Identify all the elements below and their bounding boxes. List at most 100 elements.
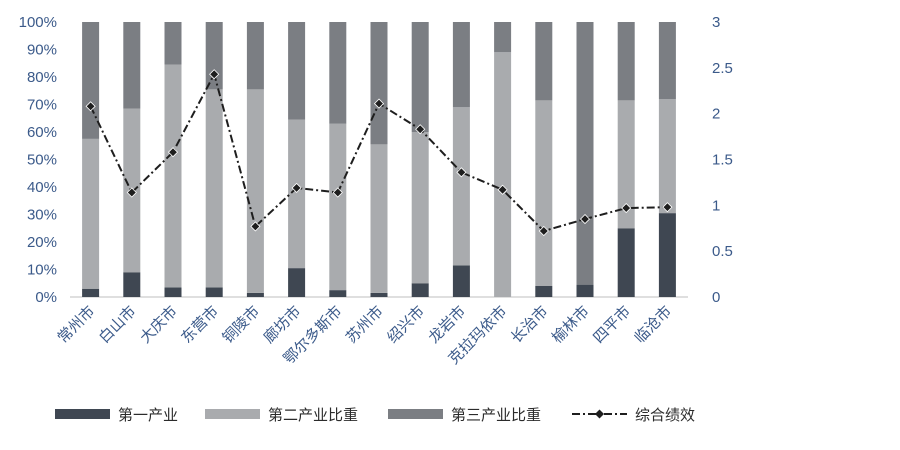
bar-segment-2 [535, 100, 553, 286]
y-left-tick-label: 20% [27, 234, 57, 251]
bar-segment-3 [370, 22, 388, 145]
x-tick-label: 四平市 [589, 302, 634, 347]
y-right-tick-label: 3 [712, 14, 720, 31]
y-left-tick-label: 90% [27, 42, 57, 59]
bar-segment-1 [82, 288, 100, 297]
bar-segment-3 [452, 22, 470, 108]
performance-point [456, 167, 467, 178]
bar-segment-1 [535, 286, 553, 297]
bar-segment-3 [288, 22, 306, 120]
performance-point [291, 182, 302, 193]
y-left-tick-label: 80% [27, 69, 57, 86]
legend-swatch [205, 409, 260, 419]
bar-segment-1 [617, 228, 635, 297]
bar-segment-2 [658, 99, 676, 214]
bar-segment-3 [535, 22, 553, 101]
x-tick-label: 长治市 [507, 302, 552, 347]
y-left-tick-label: 70% [27, 97, 57, 114]
bar-segment-3 [658, 22, 676, 99]
bar-segment-3 [82, 22, 100, 139]
bar-segment-1 [658, 213, 676, 297]
legend-swatch [55, 409, 110, 419]
bar-segment-3 [494, 22, 512, 53]
performance-point [250, 221, 261, 232]
bar-segment-3 [123, 22, 141, 109]
y-left-tick-label: 10% [27, 262, 57, 279]
bar-segment-1 [164, 287, 182, 297]
x-tick-labels: 常州市白山市大庆市东营市铜陵市廊坊市鄂尔多斯市苏州市绍兴市龙岩市克拉玛依市长治市… [54, 302, 675, 368]
bar-segment-1 [246, 292, 264, 297]
axes-layer: 0% 10% 20% 30% 40% 50% 60% 70% 80% 90% 100% 0 0.5 1 1.… [19, 14, 733, 306]
legend-label: 综合绩效 [635, 406, 695, 424]
legend-marker [595, 409, 604, 419]
legend: 第一产业 第二产业比重 第三产业比重 综合绩效 [55, 406, 695, 424]
performance-point [538, 225, 549, 237]
bar-segment-1 [329, 290, 347, 297]
bar-segment-1 [288, 268, 306, 297]
y-right-tick-label: 2 [712, 106, 720, 123]
bar-segment-2 [205, 89, 223, 288]
performance-point [373, 98, 385, 109]
x-tick-label: 东营市 [177, 302, 222, 347]
x-tick-label: 临沧市 [631, 302, 676, 347]
legend-swatch [388, 409, 443, 419]
y-right-tick-label: 1 [712, 197, 720, 214]
bar-segment-2 [452, 107, 470, 266]
y-left-tick-label: 40% [27, 179, 57, 196]
performance-point [662, 202, 673, 213]
y-right-tick-label: 2.5 [712, 60, 733, 77]
bar-segment-2 [494, 52, 512, 297]
bar-segment-2 [82, 138, 100, 289]
bar-segment-1 [452, 265, 470, 297]
x-tick-label: 常州市 [54, 302, 99, 347]
y-left-tick-label: 100% [19, 14, 57, 31]
bar-segment-2 [411, 132, 429, 284]
bar-segment-2 [370, 144, 388, 293]
legend-label: 第一产业 [118, 406, 178, 424]
y-left-tick-label: 50% [27, 152, 57, 169]
performance-point [85, 101, 96, 112]
line-layer [85, 69, 673, 237]
bar-segment-3 [246, 22, 264, 90]
bar-segment-1 [205, 287, 223, 297]
bar-segment-3 [205, 22, 223, 90]
bar-segment-2 [617, 100, 635, 229]
performance-point [621, 203, 632, 214]
bars-layer [82, 22, 676, 297]
y-right-tick-label: 0.5 [712, 243, 733, 260]
x-tick-label: 大庆市 [136, 302, 181, 347]
performance-point [579, 214, 591, 225]
bar-segment-3 [617, 22, 635, 101]
bar-segment-3 [576, 22, 594, 285]
bar-segment-3 [329, 22, 347, 124]
bar-segment-2 [246, 89, 264, 293]
performance-point [415, 124, 426, 135]
legend-label: 第三产业比重 [451, 406, 541, 424]
y-right-tick-label: 0 [712, 289, 720, 306]
x-tick-label: 榆林市 [548, 302, 593, 347]
bar-segment-3 [411, 22, 429, 132]
bar-segment-1 [576, 284, 594, 297]
y-right-tick-label: 1.5 [712, 152, 733, 169]
legend-label: 第二产业比重 [268, 406, 358, 424]
y-left-tick-label: 30% [27, 207, 57, 224]
x-tick-label: 铜陵市 [219, 302, 264, 347]
x-tick-label: 白山市 [95, 302, 140, 347]
bar-segment-3 [164, 22, 182, 65]
performance-point [167, 147, 179, 158]
y-left-tick-label: 0% [35, 289, 57, 306]
bar-segment-2 [329, 123, 347, 291]
bar-segment-2 [164, 64, 182, 288]
y-left-tick-label: 60% [27, 124, 57, 141]
performance-point [209, 69, 220, 80]
bar-segment-1 [411, 283, 429, 297]
bar-segment-1 [123, 272, 141, 297]
performance-point [497, 184, 508, 195]
performance-point [332, 187, 343, 198]
bar-segment-1 [370, 292, 388, 297]
performance-point [126, 187, 137, 198]
x-tick-label: 苏州市 [342, 302, 387, 347]
bar-segment-2 [288, 119, 306, 269]
